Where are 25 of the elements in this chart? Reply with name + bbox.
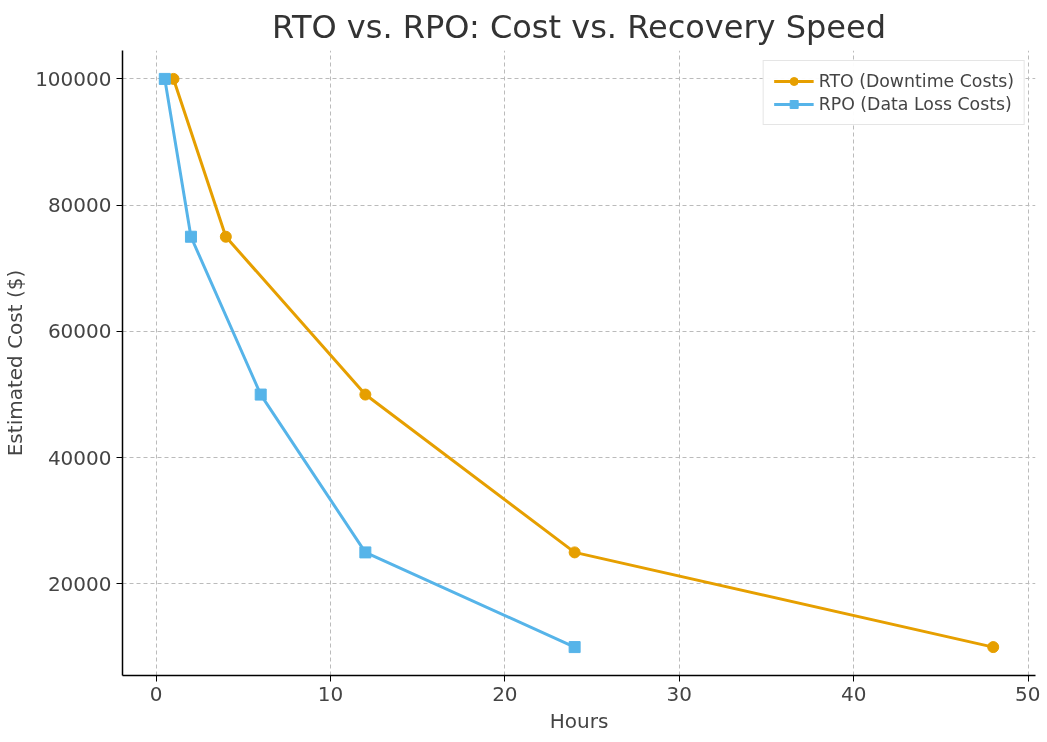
- point: [254, 388, 267, 401]
- point: [987, 641, 1000, 654]
- chart-title: RTO vs. RPO: Cost vs. Recovery Speed: [272, 7, 886, 46]
- y-tick-label: 20000: [47, 571, 112, 596]
- x-tick-label: 10: [317, 681, 344, 706]
- y-tick-label: 60000: [47, 319, 112, 344]
- point: [219, 230, 232, 243]
- point: [568, 641, 581, 654]
- y-axis-title: Estimated Cost ($): [3, 269, 28, 457]
- point: [359, 546, 372, 559]
- point: [359, 388, 372, 401]
- legend-label: RTO (Downtime Costs): [818, 71, 1014, 91]
- point: [568, 546, 581, 559]
- legend-label: RPO (Data Loss Costs): [818, 94, 1012, 114]
- x-tick-label: 30: [666, 681, 693, 706]
- point: [184, 230, 197, 243]
- x-tick-label: 50: [1015, 681, 1041, 706]
- x-axis-title: Hours: [549, 708, 609, 733]
- x-tick-label: 40: [840, 681, 867, 706]
- y-tick-label: 40000: [47, 445, 112, 470]
- x-tick-label: 0: [149, 681, 163, 706]
- y-tick-label: 80000: [47, 193, 112, 218]
- point: [158, 72, 171, 85]
- x-tick-label: 20: [492, 681, 518, 706]
- y-tick-label: 100000: [35, 66, 112, 91]
